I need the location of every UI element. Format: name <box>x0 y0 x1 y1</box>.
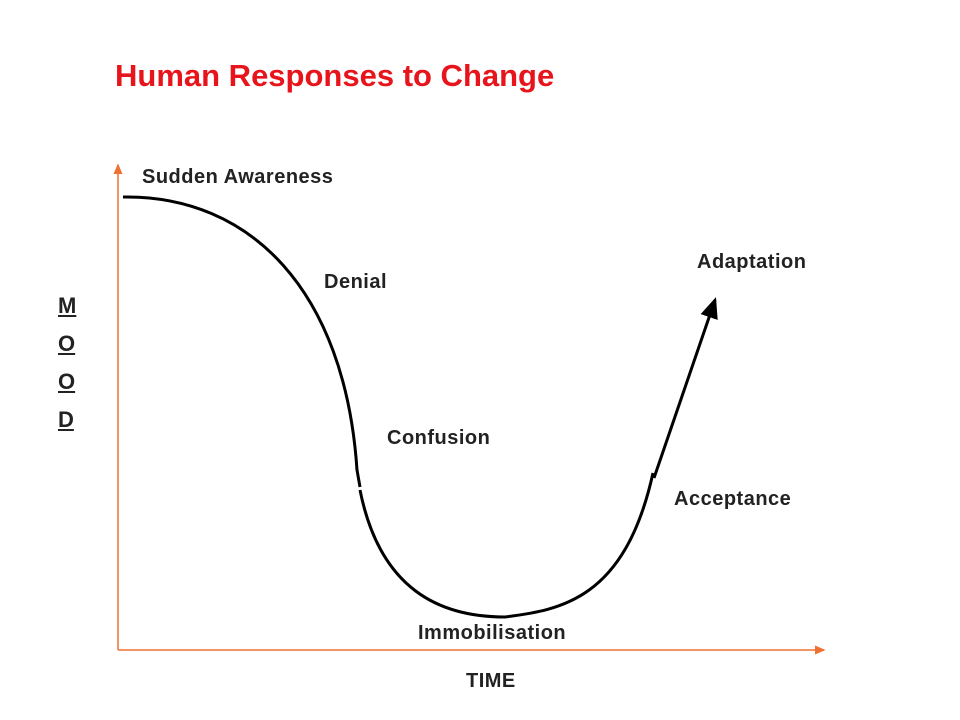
curve-rise <box>652 297 718 479</box>
stage-label: Denial <box>324 271 388 293</box>
stage-label: Confusion <box>387 427 491 449</box>
curve-decline <box>122 195 362 488</box>
stage-label: Sudden Awareness <box>142 166 334 188</box>
x-axis-label: TIME <box>466 670 516 692</box>
y-axis-label: MOOD <box>58 293 77 432</box>
curve-bottom <box>358 472 655 619</box>
stage-label: Adaptation <box>697 251 807 273</box>
title: Human Responses to Change <box>115 58 555 93</box>
stage-label: Acceptance <box>674 488 792 510</box>
stage-label: Immobilisation <box>418 622 567 644</box>
